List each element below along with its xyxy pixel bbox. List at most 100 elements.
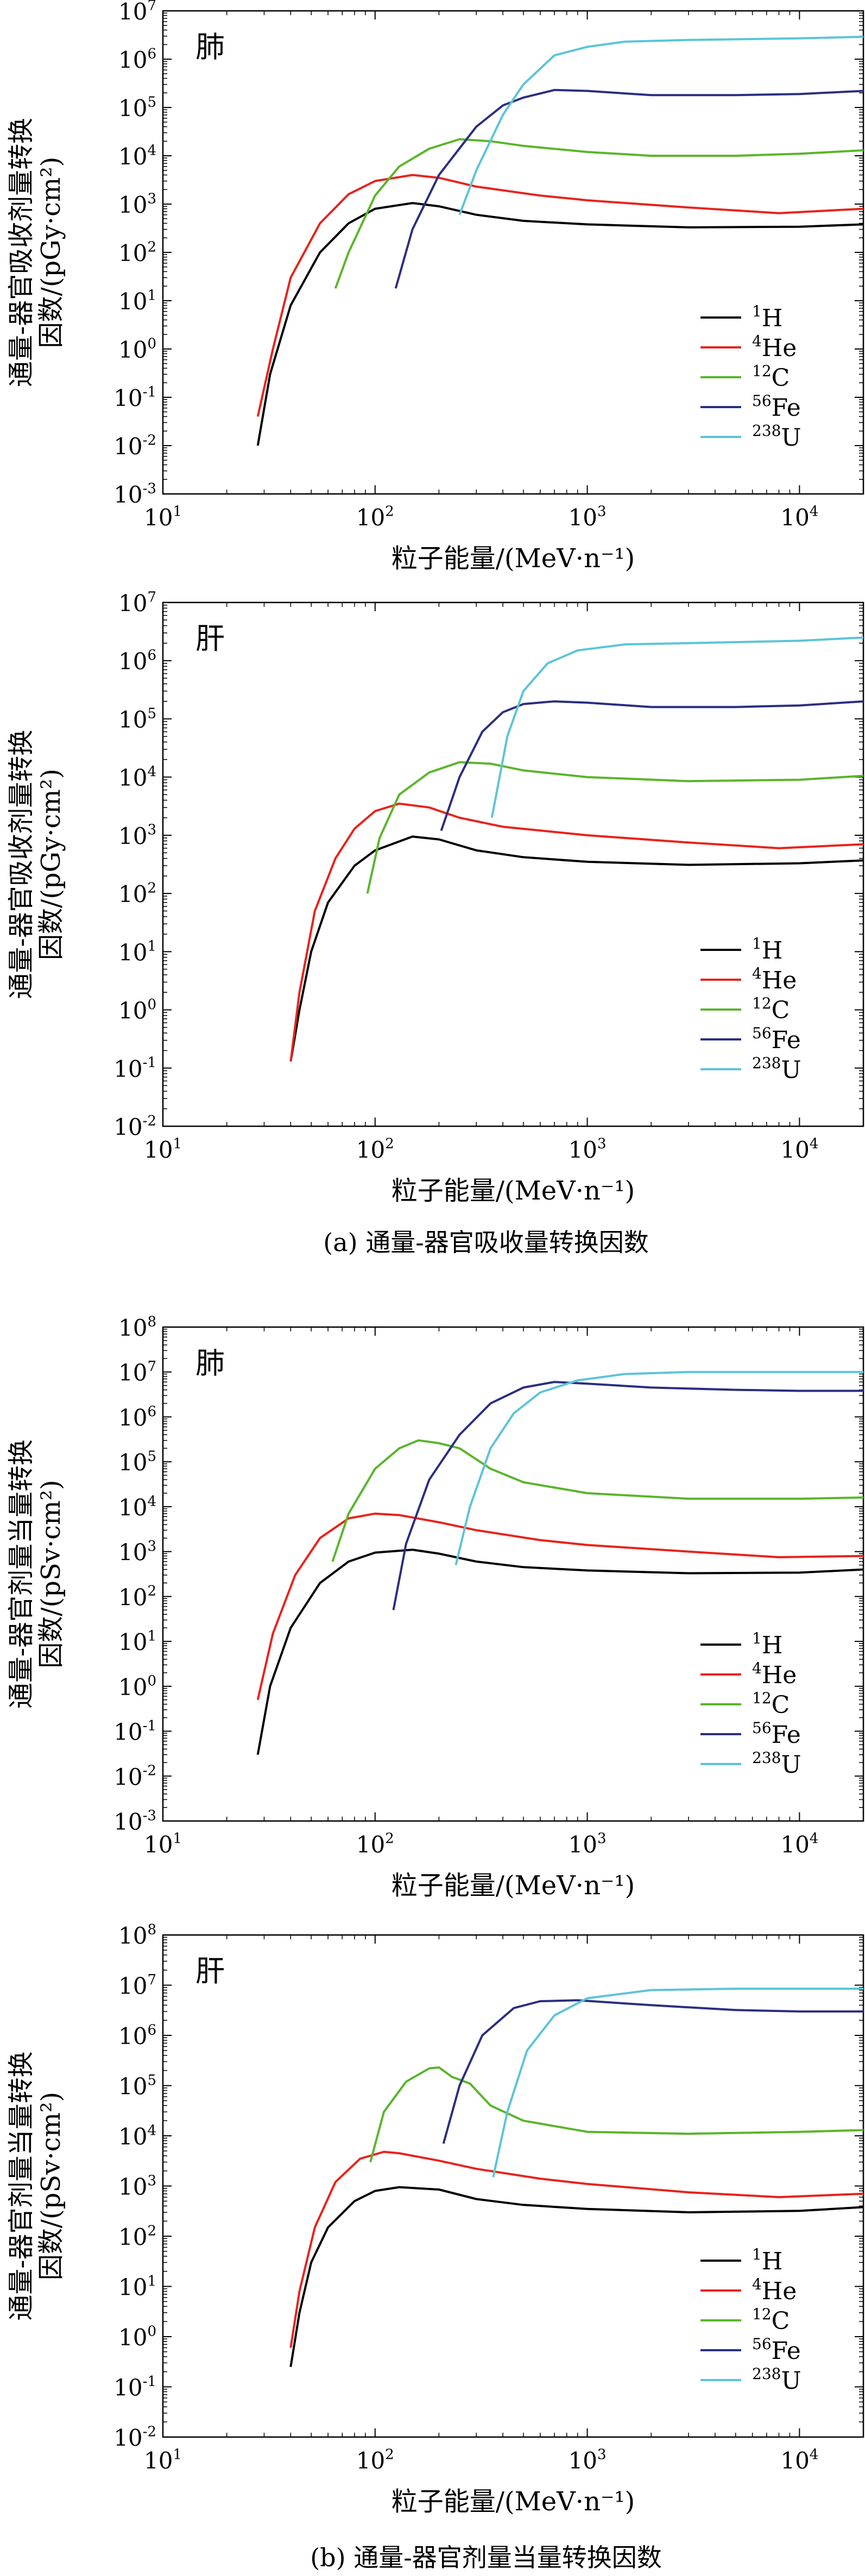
y-tick-label: 108	[118, 1921, 156, 1949]
series-line-he	[289, 2150, 863, 2348]
x-tick-label: 103	[569, 1135, 607, 1163]
y-tick-label: 102	[118, 880, 156, 908]
series-line-fe	[440, 700, 863, 832]
legend-entry: 12C	[752, 1689, 790, 1719]
series-line-he	[256, 1512, 863, 1701]
y-tick-label: 10-1	[113, 1055, 156, 1082]
series-line-u	[492, 1988, 863, 2178]
legend-entry: 56Fe	[752, 392, 801, 422]
x-tick-label: 103	[569, 503, 607, 531]
y-tick-label: 10-3	[113, 1807, 156, 1835]
series-line-h	[289, 2186, 863, 2368]
y-tick-label: 102	[118, 1583, 156, 1611]
y-tick-label: 101	[118, 287, 156, 315]
x-tick-label: 104	[780, 503, 818, 531]
series-line-fe	[392, 1381, 863, 1610]
y-tick-label: 10-2	[113, 1113, 156, 1140]
y-tick-label: 104	[118, 764, 156, 791]
chart-panel-3: 10-3 10-2 10-1 100 101 102 103 104 105 106 107 108 1…	[6, 1314, 864, 1901]
y-tick-label: 107	[118, 1359, 156, 1386]
legend-entry: 1H	[752, 935, 782, 965]
y-tick-label: 106	[118, 648, 156, 675]
y-tick-label: 10-3	[113, 480, 156, 508]
caption-a: (a) 通量-器官吸收量转换因数	[323, 1228, 648, 1257]
x-tick-label: 102	[356, 2446, 394, 2474]
x-tick-label: 102	[356, 1135, 394, 1163]
y-tick-label: 108	[118, 1314, 156, 1341]
plot-frame	[162, 1326, 864, 1822]
x-axis-label: 粒子能量/(MeV·n⁻¹)	[392, 1176, 635, 1206]
chart-panel-1: 10-3 10-2 10-1 100 101 102 103 104 105 106 107 101 1…	[6, 0, 864, 574]
y-tick-label: 101	[118, 2273, 156, 2301]
y-tick-label: 107	[118, 589, 156, 617]
y-tick-label: 106	[118, 2022, 156, 2050]
x-axis-label: 粒子能量/(MeV·n⁻¹)	[392, 2486, 635, 2517]
series-line-fe	[394, 88, 863, 289]
legend-entry: 56Fe	[752, 2335, 801, 2365]
x-tick-label: 104	[780, 1830, 818, 1858]
legend-entry: 56Fe	[752, 1719, 801, 1749]
legend-entry: 56Fe	[752, 1024, 801, 1054]
y-tick-label: 105	[118, 94, 156, 122]
series-line-h	[289, 835, 863, 1062]
x-tick-label: 101	[144, 2446, 182, 2474]
legend-entry: 12C	[752, 2305, 790, 2335]
x-tick-label: 101	[144, 503, 182, 531]
x-tick-label: 103	[569, 1830, 607, 1858]
series-line-c	[331, 1439, 863, 1562]
series-line-h	[256, 202, 863, 446]
x-tick-label: 104	[780, 2446, 818, 2474]
legend-entry: 238U	[752, 422, 801, 452]
x-axis-label: 粒子能量/(MeV·n⁻¹)	[392, 1870, 635, 1901]
y-tick-label: 10-2	[113, 2423, 156, 2451]
y-axis-label: 通量-器官剂量当量转换	[6, 2051, 36, 2320]
organ-label: 肝	[195, 621, 225, 656]
series-line-c	[366, 761, 863, 894]
legend-entry: 4He	[752, 2275, 797, 2305]
y-tick-label: 103	[118, 822, 156, 849]
y-tick-label: 102	[118, 2223, 156, 2250]
y-tick-label: 105	[118, 706, 156, 733]
y-tick-label: 105	[118, 2072, 156, 2100]
plot-frame	[162, 601, 864, 1127]
y-tick-label: 100	[118, 997, 156, 1024]
series-line-u	[458, 35, 863, 215]
chart-panel-4: 10-2 10-1 100 101 102 103 104 105 106 107 108 101 10…	[6, 1921, 864, 2517]
legend-entry: 4He	[752, 1659, 797, 1689]
y-tick-label: 104	[118, 1493, 156, 1521]
y-axis-label: 因数/(pSv·cm²)	[36, 1480, 66, 1668]
series-line-c	[369, 2066, 863, 2162]
legend-entry: 238U	[752, 1054, 801, 1084]
y-tick-label: 106	[118, 1404, 156, 1431]
x-tick-label: 102	[356, 1830, 394, 1858]
legend-entry: 12C	[752, 362, 790, 392]
y-tick-label: 100	[118, 1673, 156, 1701]
y-tick-label: 100	[118, 2323, 156, 2351]
y-axis-label: 通量-器官剂量当量转换	[6, 1439, 36, 1709]
series-line-fe	[442, 1999, 863, 2144]
organ-label: 肺	[195, 1346, 225, 1380]
y-axis-label: 通量-器官吸收剂量转换	[6, 729, 36, 999]
y-axis-label: 通量-器官吸收剂量转换	[6, 118, 36, 387]
y-axis-label: 因数/(pSv·cm²)	[36, 2092, 66, 2280]
y-tick-label: 104	[118, 2122, 156, 2150]
x-axis-label: 粒子能量/(MeV·n⁻¹)	[392, 543, 635, 574]
series-line-u	[490, 636, 863, 818]
legend-entry: 4He	[752, 965, 797, 994]
series-line-he	[289, 802, 863, 1062]
organ-label: 肺	[195, 30, 225, 64]
y-tick-label: 103	[118, 1538, 156, 1566]
y-tick-label: 106	[118, 46, 156, 73]
legend-entry: 1H	[752, 302, 782, 332]
series-line-h	[256, 1549, 863, 1755]
y-axis-label: 因数/(pGy·cm²)	[36, 157, 66, 348]
x-tick-label: 103	[569, 2446, 607, 2474]
chart-panel-2: 10-2 10-1 100 101 102 103 104 105 106 107 101 102 10…	[6, 589, 864, 1206]
y-axis-label: 因数/(pGy·cm²)	[36, 769, 66, 960]
legend-entry: 1H	[752, 1629, 782, 1659]
legend-entry: 238U	[752, 1749, 801, 1779]
x-tick-label: 102	[356, 503, 394, 531]
y-tick-label: 10-1	[113, 384, 156, 411]
x-tick-label: 101	[144, 1830, 182, 1858]
